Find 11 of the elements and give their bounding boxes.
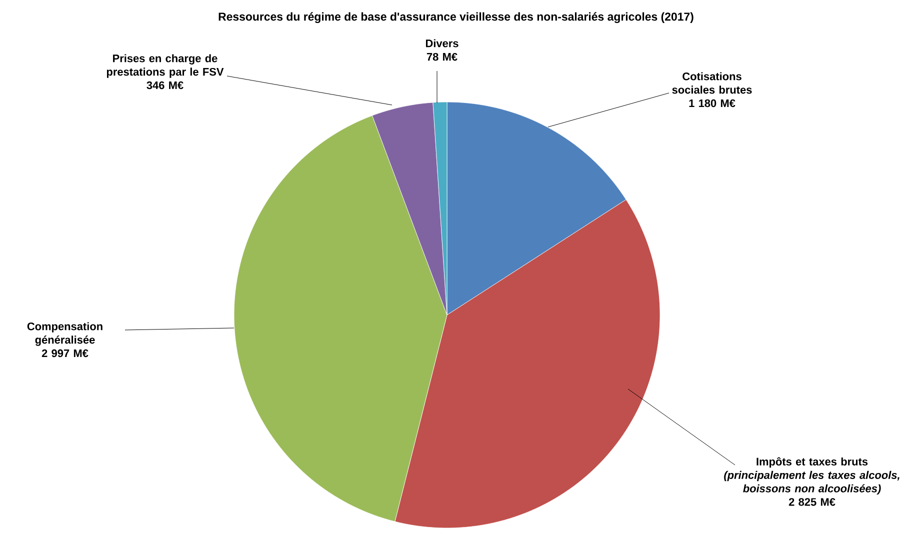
data-label: 2 997 M€ <box>42 349 88 358</box>
slice-label: Prises en charge de prestations par le FSV <box>106 54 224 78</box>
data-label: 2 825 M€ <box>788 498 836 506</box>
data-label: 78 M€ <box>426 52 458 61</box>
slice-label: Impôts et taxes bruts (principalement les taxes alcools, boissons non alcoolisées) <box>724 457 900 495</box>
chart-title: Ressources du régime de base d'assurance vieillesse des non-salariés agricoles (2017) <box>218 12 694 24</box>
data-label: 1 180 M€ <box>689 99 736 108</box>
slice-label: Compensation généralisée <box>27 322 102 346</box>
data-label: 346 M€ <box>146 81 184 90</box>
slice-label: Cotisations sociales brutes <box>672 72 752 94</box>
slice-label: Divers <box>426 39 458 48</box>
